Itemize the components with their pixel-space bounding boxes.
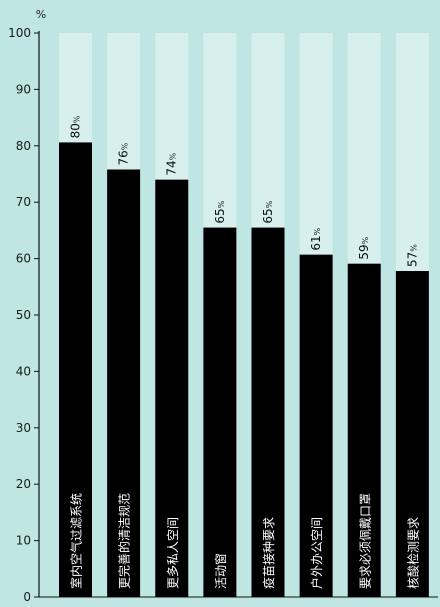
y-tick-label: 70 (16, 195, 31, 209)
category-label: 更完善的清洁规范 (117, 493, 132, 589)
y-tick-label: 30 (16, 421, 31, 435)
y-tick-label: 0 (23, 590, 31, 604)
bar (155, 179, 189, 597)
category-label: 核酸检测要求 (405, 517, 420, 589)
category-label: 室内空气过滤系统 (69, 493, 84, 589)
bar (203, 227, 237, 597)
data-label: 80% (69, 115, 83, 138)
bar (395, 271, 429, 597)
y-tick-label: 40 (16, 364, 31, 378)
data-label: 76% (117, 142, 131, 165)
bar (107, 169, 141, 597)
data-label: 65% (213, 200, 227, 223)
category-label: 活动窗 (214, 553, 228, 589)
category-label: 户外办公空间 (309, 517, 324, 589)
category-label: 更多私人空间 (166, 517, 180, 589)
data-label: 65% (261, 200, 275, 223)
y-unit-label: % (36, 8, 46, 21)
bar (59, 142, 92, 597)
y-tick-label: 100 (8, 26, 31, 40)
category-label: 要求必须佩戴口罩 (357, 493, 372, 589)
y-tick-label: 80 (16, 139, 31, 153)
y-tick-label: 90 (16, 82, 31, 96)
y-tick-label: 50 (16, 308, 31, 322)
data-label: 61% (309, 227, 323, 250)
bar (299, 254, 333, 598)
bar (347, 263, 381, 597)
category-label: 疫苗接种要求 (261, 517, 276, 589)
y-tick-label: 20 (16, 477, 31, 491)
y-tick-label: 10 (16, 534, 31, 548)
data-label: 59% (357, 236, 371, 259)
y-tick-label: 60 (16, 252, 31, 266)
data-label: 74% (165, 152, 179, 175)
data-label: 57% (405, 244, 419, 267)
bar (251, 227, 285, 597)
